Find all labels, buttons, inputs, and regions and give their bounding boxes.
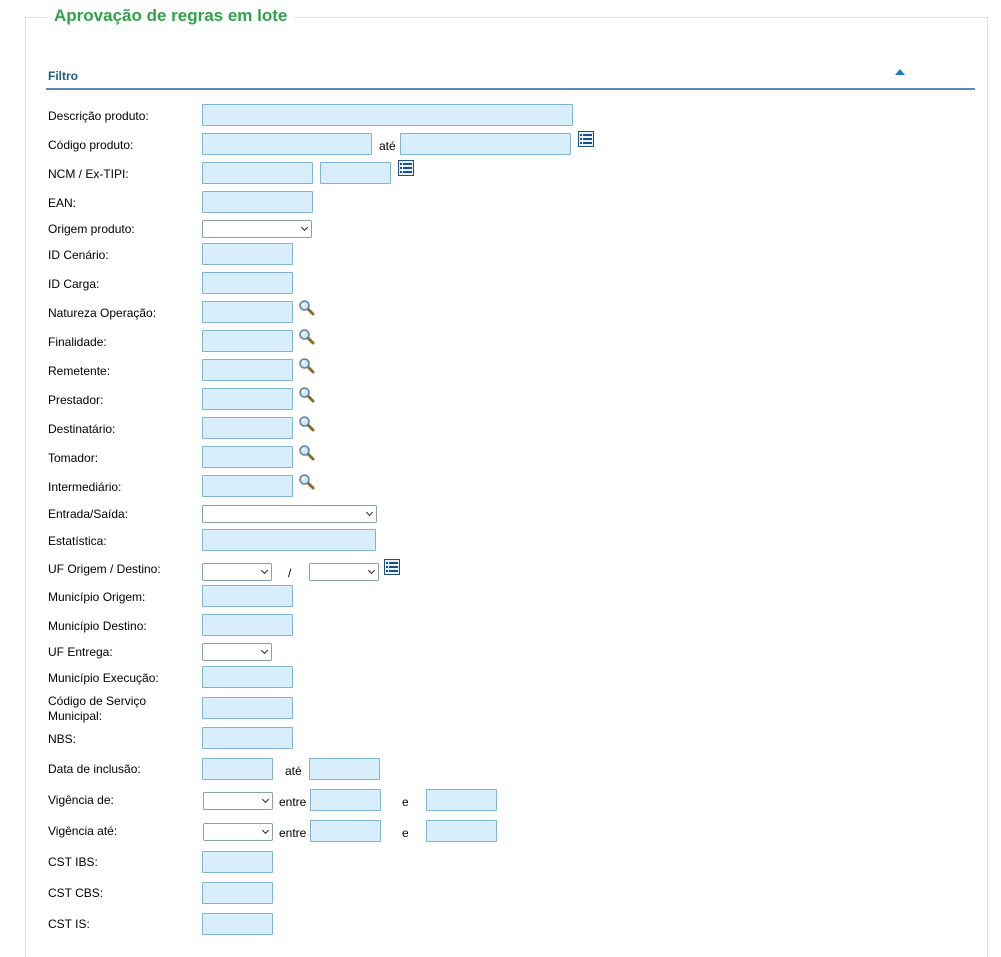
vigencia-de-from-input[interactable]	[310, 789, 381, 811]
natureza-operacao-input[interactable]	[202, 301, 293, 323]
entrada-saida-select[interactable]	[202, 505, 377, 523]
list-icon[interactable]	[384, 559, 400, 575]
ex-tipi-input[interactable]	[320, 162, 391, 184]
vigencia-ate-from-input[interactable]	[310, 820, 381, 842]
list-icon[interactable]	[578, 131, 594, 147]
vigencia-de-label: Vigência de:	[48, 793, 114, 807]
codigo-servico-municipal-label-line1: Código de Serviço	[48, 694, 147, 708]
codigo-produto-ate-label: até	[379, 139, 396, 153]
vigencia-ate-entre-label: entre	[279, 826, 307, 840]
magnifier-icon[interactable]	[298, 444, 316, 462]
chevron-down-icon	[365, 508, 374, 517]
magnifier-icon[interactable]	[298, 473, 316, 491]
uf-destino-select[interactable]	[309, 563, 379, 581]
data-inclusao-label: Data de inclusão:	[48, 762, 141, 776]
vigencia-ate-to-input[interactable]	[426, 820, 497, 842]
chevron-down-icon	[367, 566, 376, 575]
uf-origem-select[interactable]	[202, 563, 272, 581]
nbs-input[interactable]	[202, 727, 293, 749]
codigo-servico-municipal-label-line2: Municipal:	[48, 709, 103, 723]
natureza-operacao-label: Natureza Operação:	[48, 306, 157, 320]
origem-produto-label: Origem produto:	[48, 222, 135, 236]
magnifier-icon[interactable]	[298, 328, 316, 346]
cst-ibs-label: CST IBS:	[48, 855, 98, 869]
filter-divider	[46, 88, 975, 90]
uf-entrega-select[interactable]	[202, 643, 272, 661]
magnifier-icon[interactable]	[298, 357, 316, 375]
ncm-input[interactable]	[202, 162, 313, 184]
uf-entrega-label: UF Entrega:	[48, 645, 113, 659]
vigencia-de-select[interactable]	[203, 792, 273, 810]
cst-is-label: CST IS:	[48, 917, 90, 931]
municipio-origem-label: Município Origem:	[48, 590, 146, 604]
ean-input[interactable]	[202, 191, 313, 213]
prestador-label: Prestador:	[48, 393, 104, 407]
vigencia-de-to-input[interactable]	[426, 789, 497, 811]
tomador-label: Tomador:	[48, 451, 99, 465]
magnifier-icon[interactable]	[298, 299, 316, 317]
prestador-input[interactable]	[202, 388, 293, 410]
uf-separator: /	[288, 566, 292, 580]
descricao-produto-input[interactable]	[202, 104, 573, 126]
page-title: Aprovação de regras em lote	[47, 6, 295, 26]
remetente-label: Remetente:	[48, 364, 111, 378]
vigencia-ate-label: Vigência até:	[48, 824, 118, 838]
filter-section-title: Filtro	[48, 69, 78, 83]
magnifier-icon[interactable]	[298, 386, 316, 404]
nbs-label: NBS:	[48, 732, 77, 746]
intermediario-input[interactable]	[202, 475, 293, 497]
data-inclusao-ate-label: até	[285, 764, 302, 778]
id-carga-input[interactable]	[202, 272, 293, 294]
entrada-saida-label: Entrada/Saída:	[48, 507, 129, 521]
vigencia-ate-select[interactable]	[203, 823, 273, 841]
remetente-input[interactable]	[202, 359, 293, 381]
municipio-destino-label: Município Destino:	[48, 619, 147, 633]
codigo-servico-municipal-input[interactable]	[202, 697, 293, 719]
id-carga-label: ID Carga:	[48, 277, 100, 291]
data-inclusao-from-input[interactable]	[202, 758, 273, 780]
estatistica-input[interactable]	[202, 529, 376, 551]
chevron-down-icon	[261, 826, 270, 835]
data-inclusao-to-input[interactable]	[309, 758, 380, 780]
magnifier-icon[interactable]	[298, 415, 316, 433]
ncm-label: NCM / Ex-TIPI:	[48, 167, 129, 181]
municipio-origem-input[interactable]	[202, 585, 293, 607]
estatistica-label: Estatística:	[48, 534, 107, 548]
cst-cbs-label: CST CBS:	[48, 886, 104, 900]
municipio-execucao-label: Município Execução:	[48, 671, 159, 685]
cst-cbs-input[interactable]	[202, 882, 273, 904]
cst-is-input[interactable]	[202, 913, 273, 935]
cst-ibs-input[interactable]	[202, 851, 273, 873]
filter-fieldset	[25, 17, 988, 957]
vigencia-ate-e-label: e	[402, 826, 409, 840]
finalidade-input[interactable]	[202, 330, 293, 352]
chevron-down-icon	[260, 646, 269, 655]
vigencia-de-e-label: e	[402, 795, 409, 809]
destinatario-label: Destinatário:	[48, 422, 116, 436]
uf-origem-destino-label: UF Origem / Destino:	[48, 562, 161, 576]
origem-produto-select[interactable]	[202, 220, 312, 238]
codigo-produto-label: Código produto:	[48, 138, 134, 152]
municipio-execucao-input[interactable]	[202, 666, 293, 688]
destinatario-input[interactable]	[202, 417, 293, 439]
ean-label: EAN:	[48, 196, 77, 210]
finalidade-label: Finalidade:	[48, 335, 107, 349]
intermediario-label: Intermediário:	[48, 480, 122, 494]
chevron-down-icon	[260, 566, 269, 575]
tomador-input[interactable]	[202, 446, 293, 468]
municipio-destino-input[interactable]	[202, 614, 293, 636]
list-icon[interactable]	[398, 160, 414, 176]
chevron-down-icon	[300, 223, 309, 232]
id-cenario-input[interactable]	[202, 243, 293, 265]
codigo-produto-from-input[interactable]	[202, 133, 372, 155]
descricao-produto-label: Descrição produto:	[48, 109, 149, 123]
triangle-up-icon[interactable]	[895, 69, 905, 75]
id-cenario-label: ID Cenário:	[48, 248, 109, 262]
codigo-produto-to-input[interactable]	[400, 133, 571, 155]
chevron-down-icon	[261, 795, 270, 804]
vigencia-de-entre-label: entre	[279, 795, 307, 809]
